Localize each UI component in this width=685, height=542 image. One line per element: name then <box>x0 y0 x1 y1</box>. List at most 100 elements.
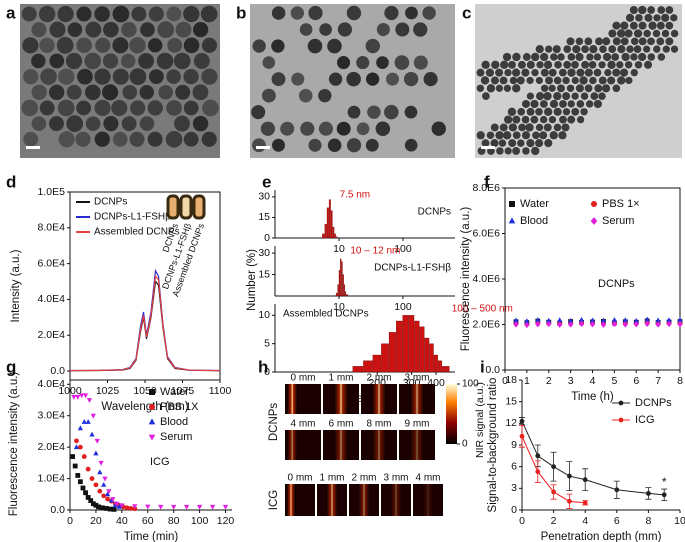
particle <box>66 115 84 132</box>
particle <box>594 84 603 93</box>
particle <box>598 76 607 85</box>
particle <box>563 45 572 54</box>
particle <box>503 84 512 92</box>
particle <box>139 85 155 100</box>
x-tick-label: 10 <box>333 301 345 313</box>
data-point <box>70 454 75 459</box>
data-point <box>77 425 84 431</box>
particle <box>536 61 544 69</box>
data-point <box>600 321 607 328</box>
particle <box>517 139 525 147</box>
particle <box>102 53 119 69</box>
particle <box>512 131 521 140</box>
data-point <box>589 321 596 328</box>
particle <box>545 76 553 85</box>
x-tick-label: 6 <box>633 375 639 387</box>
particle <box>192 115 209 132</box>
particle <box>522 53 531 61</box>
data-point <box>611 317 618 322</box>
x-axis-label: Time (min) <box>124 531 179 542</box>
particle <box>495 84 504 92</box>
particle <box>496 147 504 155</box>
particle <box>121 116 137 132</box>
x-tick-label: 8 <box>677 375 683 387</box>
particle <box>512 52 521 62</box>
nir-glow <box>326 484 338 516</box>
particle <box>607 60 616 69</box>
histogram-bar <box>419 326 425 373</box>
histogram-bar <box>338 270 341 297</box>
particle <box>540 68 549 77</box>
particle <box>499 123 508 132</box>
particle <box>291 72 305 86</box>
particle <box>139 116 155 131</box>
y-axis-label: Number (%) <box>246 249 258 311</box>
data-point <box>513 321 519 328</box>
x-tick-label: 6 <box>614 515 620 527</box>
data-point <box>513 317 519 323</box>
particle <box>656 37 665 46</box>
particle <box>261 88 276 103</box>
colorbar-tick-label: 0 <box>462 439 468 450</box>
particle <box>612 84 621 93</box>
y-tick-label: 4.0E4 <box>38 378 66 390</box>
particle <box>376 22 390 37</box>
particle <box>337 56 351 70</box>
histogram-bar <box>438 360 442 373</box>
particle <box>85 116 101 131</box>
particle <box>572 45 581 54</box>
data-point <box>557 321 563 328</box>
particle <box>625 76 633 85</box>
particle <box>481 60 490 69</box>
depth-label: 3 mm <box>405 373 430 384</box>
legend-swatch <box>590 217 598 225</box>
y-tick-label: 9 <box>511 439 517 451</box>
particle <box>579 76 588 85</box>
x-tick-label: 10 <box>333 243 345 255</box>
particle <box>535 45 544 54</box>
particle <box>657 53 666 61</box>
data-point <box>145 504 151 510</box>
data-point <box>90 413 96 419</box>
particle <box>49 21 66 38</box>
data-point <box>666 320 672 328</box>
data-point <box>557 317 563 323</box>
particle <box>638 37 647 46</box>
particle <box>290 6 305 20</box>
data-point <box>107 506 113 512</box>
y-tick-label: 6.0E4 <box>38 257 66 269</box>
particle <box>49 53 65 69</box>
particle <box>166 6 182 22</box>
data-point <box>633 317 639 323</box>
x-tick-label: 8 <box>645 515 651 527</box>
particle <box>508 139 517 148</box>
nir-glow <box>333 384 349 414</box>
particle <box>404 138 418 152</box>
particle <box>300 121 315 136</box>
particle <box>612 37 621 46</box>
particle <box>531 68 539 77</box>
particle <box>413 22 428 37</box>
particle <box>553 91 562 101</box>
particle <box>522 147 530 155</box>
particle <box>384 5 399 21</box>
data-point <box>551 489 556 495</box>
particle <box>103 116 119 132</box>
particle <box>665 6 674 14</box>
legend-swatch <box>618 400 624 406</box>
histogram-bar <box>346 294 348 297</box>
data-point <box>661 492 667 498</box>
particle <box>540 84 549 93</box>
particle <box>584 84 593 93</box>
particle <box>94 68 111 85</box>
particle <box>158 85 173 100</box>
particle <box>621 52 630 62</box>
particle <box>491 60 500 69</box>
particle <box>252 39 266 53</box>
particle <box>111 99 128 117</box>
particle <box>511 68 521 77</box>
particle <box>49 116 64 132</box>
particle <box>571 76 579 85</box>
x-tick-label: 60 <box>142 515 154 527</box>
particle <box>575 37 584 46</box>
